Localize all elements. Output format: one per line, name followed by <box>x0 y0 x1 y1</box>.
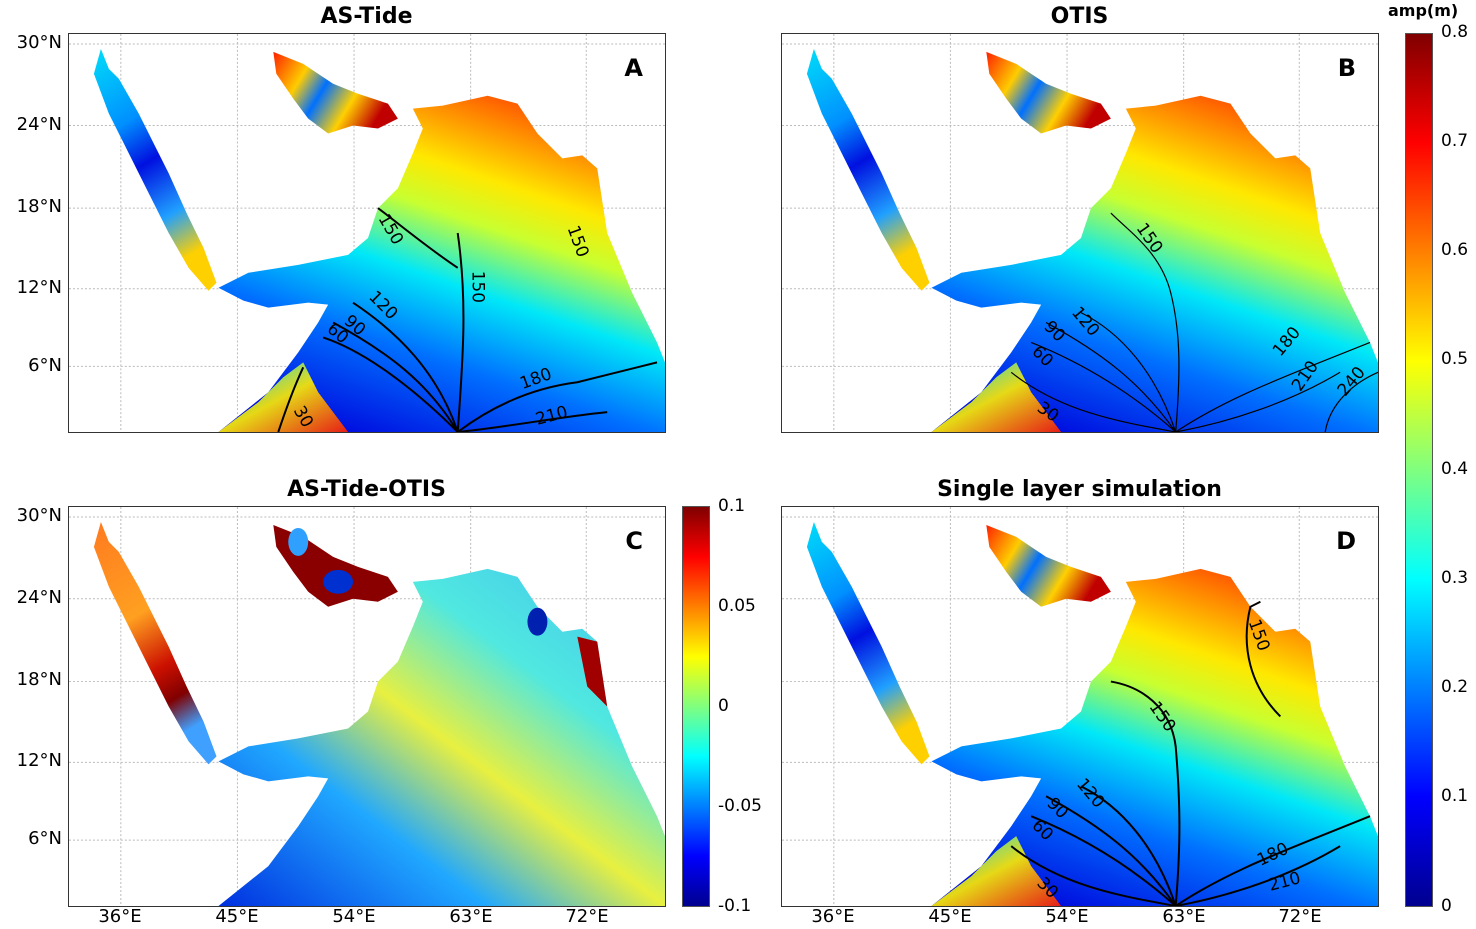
x-tick-label: 45°E <box>215 906 259 927</box>
amp-colorbar-title: amp(m) <box>1388 1 1459 20</box>
difference-colorbar <box>682 506 710 907</box>
x-tick-label: 63°E <box>449 906 493 927</box>
panel-c-map: C <box>68 506 666 907</box>
panel-d-map: 30 60 90 120 150 150 180 210 D <box>781 506 1379 907</box>
amp-colorbar-tick: 0.3 <box>1441 568 1469 588</box>
panel-b-letter: B <box>1337 54 1356 82</box>
diff-colorbar-tick: 0 <box>718 696 729 716</box>
amp-colorbar-tick: 0.1 <box>1441 786 1469 806</box>
x-tick-label: 54°E <box>1045 906 1089 927</box>
diff-colorbar-tick: 0.05 <box>718 596 756 616</box>
panel-a-title: AS-Tide <box>320 4 413 29</box>
y-tick-label: 18°N <box>16 196 62 217</box>
diff-colorbar-tick: -0.1 <box>718 896 752 916</box>
x-tick-label: 36°E <box>811 906 855 927</box>
y-tick-label: 12°N <box>16 277 62 298</box>
x-tick-label: 45°E <box>928 906 972 927</box>
x-tick-label: 72°E <box>1278 906 1322 927</box>
panel-c-letter: C <box>625 527 643 555</box>
y-tick-label: 24°N <box>16 114 62 135</box>
amp-colorbar-tick: 0.5 <box>1441 349 1469 369</box>
svg-text:150: 150 <box>469 271 489 303</box>
amp-colorbar-tick: 0.7 <box>1441 131 1469 151</box>
panel-a-letter: A <box>624 54 643 82</box>
amp-colorbar-tick: 0.2 <box>1441 677 1469 697</box>
y-tick-label: 6°N <box>28 828 62 849</box>
y-tick-label: 24°N <box>16 587 62 608</box>
amp-colorbar-tick: 0 <box>1441 896 1452 916</box>
diff-colorbar-tick: 0.1 <box>718 496 746 516</box>
panel-d-title: Single layer simulation <box>937 477 1222 502</box>
y-tick-label: 12°N <box>16 750 62 771</box>
panel-c-title: AS-Tide-OTIS <box>287 477 446 502</box>
amp-colorbar-tick: 0.6 <box>1441 240 1469 260</box>
y-tick-label: 18°N <box>16 669 62 690</box>
panel-d-letter: D <box>1336 527 1356 555</box>
diff-colorbar-tick: -0.05 <box>718 796 762 816</box>
x-tick-label: 36°E <box>98 906 142 927</box>
y-tick-label: 30°N <box>16 505 62 526</box>
y-tick-label: 6°N <box>28 355 62 376</box>
x-tick-label: 63°E <box>1162 906 1206 927</box>
amp-colorbar-tick: 0.4 <box>1441 459 1469 479</box>
y-tick-label: 30°N <box>16 32 62 53</box>
x-tick-label: 54°E <box>332 906 376 927</box>
amplitude-colorbar <box>1405 33 1433 907</box>
panel-b-map: 30 60 90 120 150 180 210 240 B <box>781 33 1379 433</box>
x-tick-label: 72°E <box>565 906 609 927</box>
panel-a-map: 30 60 90 120 150 150 150 180 210 A <box>68 33 666 433</box>
amp-colorbar-tick: 0.8 <box>1441 22 1469 42</box>
panel-b-title: OTIS <box>1050 4 1109 29</box>
